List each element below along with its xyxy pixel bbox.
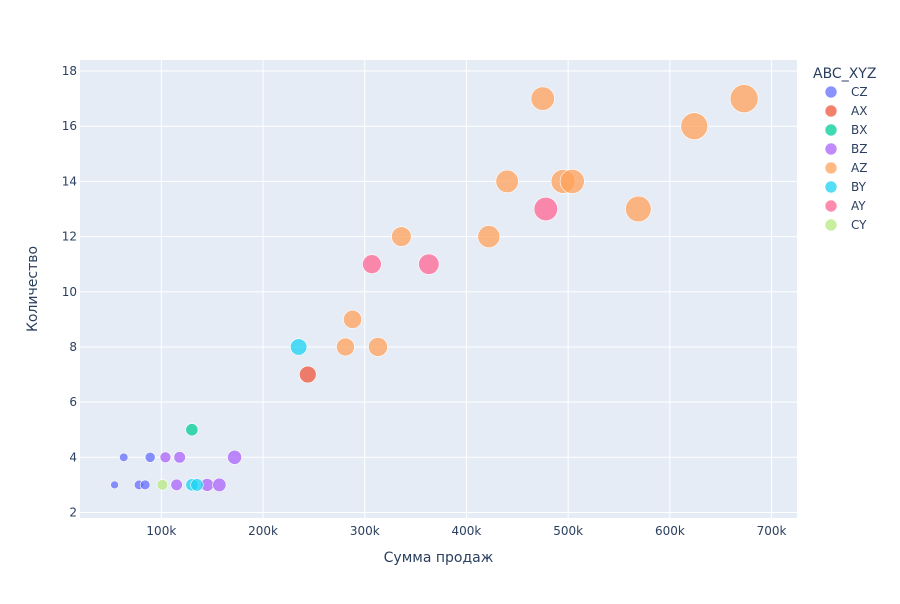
- point-ax[interactable]: [299, 365, 317, 384]
- point-ay[interactable]: [362, 254, 382, 274]
- legend-label-ay[interactable]: AY: [851, 199, 866, 213]
- point-cz[interactable]: [110, 480, 119, 490]
- legend-marker-az: [824, 161, 838, 175]
- x-tick-label: 100k: [146, 524, 176, 538]
- data-points[interactable]: [110, 84, 759, 492]
- point-bz[interactable]: [227, 449, 242, 465]
- legend-label-by[interactable]: BY: [851, 180, 867, 194]
- y-tick-label: 2: [69, 505, 77, 519]
- y-tick-label: 4: [69, 450, 77, 464]
- point-az[interactable]: [495, 169, 519, 194]
- point-az[interactable]: [530, 86, 555, 111]
- legend-marker-ay: [824, 199, 838, 213]
- legend-label-ax[interactable]: AX: [851, 104, 867, 118]
- legend[interactable]: ABC_XYZ CZ AX BX BZ AZ BY AY CY: [813, 66, 876, 232]
- legend-label-bx[interactable]: BX: [851, 123, 867, 137]
- point-ay[interactable]: [418, 253, 440, 275]
- point-bz[interactable]: [173, 451, 186, 464]
- point-az[interactable]: [391, 226, 412, 247]
- y-axis-title: Количество: [25, 246, 41, 332]
- y-tick-label: 14: [62, 174, 77, 188]
- legend-marker-bz: [824, 142, 838, 156]
- y-tick-label: 16: [62, 119, 77, 133]
- point-az[interactable]: [336, 337, 355, 357]
- x-tick-label: 600k: [655, 524, 685, 538]
- point-bx[interactable]: [185, 423, 199, 437]
- x-tick-label: 200k: [248, 524, 278, 538]
- plot-background: [80, 60, 797, 518]
- y-tick-label: 18: [62, 64, 77, 78]
- legend-marker-ax: [824, 104, 838, 118]
- x-tick-label: 300k: [350, 524, 380, 538]
- y-tick-label: 12: [62, 230, 77, 244]
- point-by[interactable]: [190, 478, 204, 492]
- point-az[interactable]: [368, 337, 388, 357]
- point-az[interactable]: [680, 112, 709, 140]
- point-az[interactable]: [477, 225, 501, 248]
- point-ay[interactable]: [533, 196, 558, 222]
- legend-marker-bx: [824, 123, 838, 137]
- legend-label-bz[interactable]: BZ: [851, 142, 867, 156]
- point-bz[interactable]: [212, 477, 227, 492]
- x-tick-label: 700k: [757, 524, 787, 538]
- y-tick-label: 10: [62, 285, 77, 299]
- x-tick-label: 500k: [553, 524, 583, 538]
- point-cy[interactable]: [156, 479, 169, 491]
- point-cz[interactable]: [139, 479, 151, 491]
- legend-marker-by: [824, 180, 838, 194]
- point-bz[interactable]: [170, 478, 183, 491]
- point-bz[interactable]: [159, 451, 172, 464]
- point-az[interactable]: [729, 84, 759, 113]
- legend-marker-cy: [824, 218, 838, 232]
- legend-title: ABC_XYZ: [813, 66, 876, 82]
- legend-label-az[interactable]: AZ: [851, 161, 867, 175]
- y-tick-label: 8: [69, 340, 77, 354]
- point-cz[interactable]: [144, 451, 156, 463]
- point-cz[interactable]: [119, 452, 129, 462]
- grid-lines: [80, 60, 797, 518]
- point-az[interactable]: [625, 195, 652, 223]
- legend-label-cz[interactable]: CZ: [851, 85, 868, 99]
- x-axis-title: Сумма продаж: [384, 550, 494, 566]
- legend-marker-cz: [824, 85, 838, 99]
- point-by[interactable]: [290, 338, 308, 356]
- point-az[interactable]: [343, 309, 363, 329]
- tick-labels: 100k 200k 300k 400k 500k 600k 700k 2 4 6 8 10 12 14 16…: [62, 64, 787, 538]
- point-az[interactable]: [559, 168, 585, 194]
- legend-label-cy[interactable]: CY: [851, 218, 867, 232]
- x-tick-label: 400k: [452, 524, 482, 538]
- y-tick-label: 6: [69, 395, 77, 409]
